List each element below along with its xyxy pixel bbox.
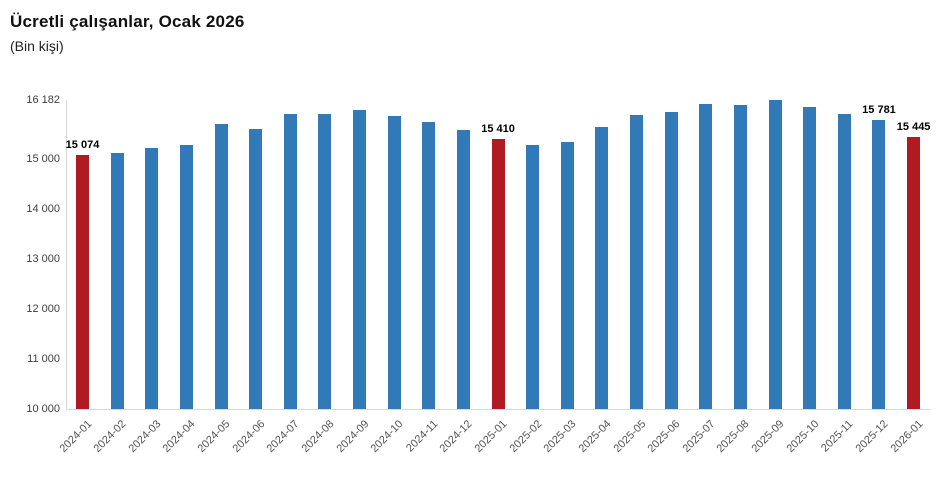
bar-2025-03[interactable] (560, 142, 574, 409)
bar-2025-01[interactable] (491, 138, 505, 409)
bar-2025-05[interactable] (630, 114, 644, 409)
y-tick-label-16182: 16 182 (26, 94, 60, 106)
chart-title: Ücretli çalışanlar, Ocak 2026 (10, 12, 245, 31)
bar-2025-12[interactable] (872, 120, 886, 409)
bar-2025-06[interactable] (664, 112, 678, 409)
bar-2024-12[interactable] (456, 130, 470, 409)
y-tick-label-14000: 14 000 (26, 203, 60, 216)
bar-2024-11[interactable] (422, 122, 436, 409)
y-tick-label-10000: 10 000 (26, 403, 60, 415)
y-tick-label-12000: 12 000 (26, 303, 60, 316)
bar-2024-02[interactable] (110, 153, 124, 409)
bar-2026-01[interactable] (907, 136, 921, 409)
data-label-2025-01: 15 410 (481, 122, 515, 135)
bar-2025-02[interactable] (526, 144, 540, 409)
bar-2025-07[interactable] (699, 103, 713, 409)
bar-2024-08[interactable] (318, 114, 332, 409)
bar-2025-04[interactable] (595, 127, 609, 409)
bar-2025-08[interactable] (733, 104, 747, 409)
bar-2025-10[interactable] (803, 107, 817, 409)
bar-2024-03[interactable] (145, 147, 159, 409)
bar-2024-01[interactable] (76, 155, 89, 409)
bar-2024-05[interactable] (214, 124, 228, 409)
bar-2024-04[interactable] (179, 144, 193, 409)
bar-2024-10[interactable] (387, 115, 401, 409)
data-label-2026-01: 15 445 (896, 120, 931, 133)
bar-2025-09[interactable] (768, 100, 782, 409)
bar-2024-09[interactable] (353, 109, 367, 409)
bar-2025-11[interactable] (837, 113, 851, 409)
data-label-2025-12: 15 781 (862, 104, 896, 117)
data-label-2024-01: 15 074 (65, 139, 100, 152)
y-tick-label-15000: 15 000 (26, 153, 60, 166)
y-tick-label-13000: 13 000 (26, 253, 60, 266)
bar-2024-06[interactable] (249, 128, 263, 409)
x-tick-label-2024-01: 2024-01 (56, 418, 94, 456)
chart-subtitle: (Bin kişi) (10, 38, 64, 54)
y-tick-label-11000: 11 000 (27, 353, 60, 366)
bar-2024-07[interactable] (283, 113, 297, 409)
